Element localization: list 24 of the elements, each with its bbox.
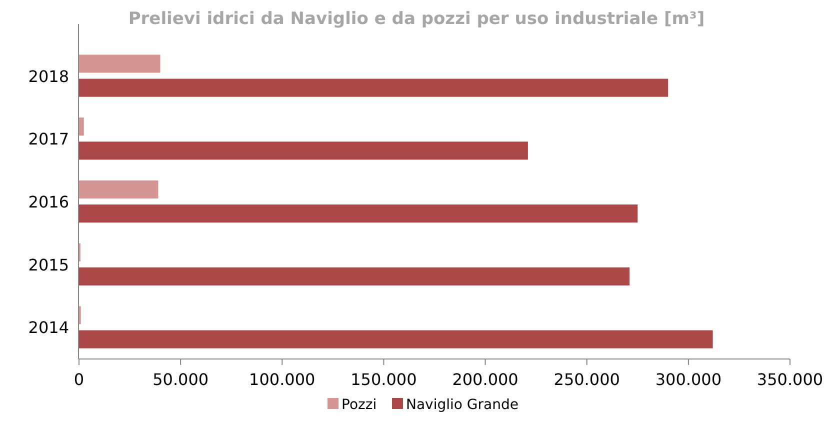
bar (79, 78, 668, 97)
x-tick-label: 150.000 (350, 370, 417, 389)
x-tick-label: 250.000 (554, 370, 620, 389)
y-tick-label: 2016 (28, 192, 69, 212)
x-tick-label: 300.000 (655, 370, 722, 389)
bar (79, 118, 84, 136)
x-tick-label: 100.000 (249, 370, 316, 389)
bar (79, 54, 160, 73)
y-tick-label: 2014 (28, 318, 69, 338)
x-tick-label: 50.000 (152, 370, 209, 389)
bar (79, 267, 630, 286)
y-tick-label: 2017 (28, 130, 69, 149)
x-tick-label: 200.000 (452, 370, 518, 389)
y-tick-label: 2018 (28, 66, 69, 86)
bar (79, 204, 638, 223)
legend-label: Naviglio Grande (406, 397, 518, 413)
chart-title: Prelievi idrici da Naviglio e da pozzi per uso industriale [m³] (128, 9, 705, 29)
y-tick-label: 2015 (28, 255, 69, 274)
legend-label: Pozzi (342, 397, 377, 413)
x-tick-label: 0 (74, 370, 84, 389)
bar (79, 330, 713, 348)
bar (79, 142, 528, 160)
bar (79, 180, 158, 198)
x-tick-label: 350.000 (756, 370, 824, 389)
